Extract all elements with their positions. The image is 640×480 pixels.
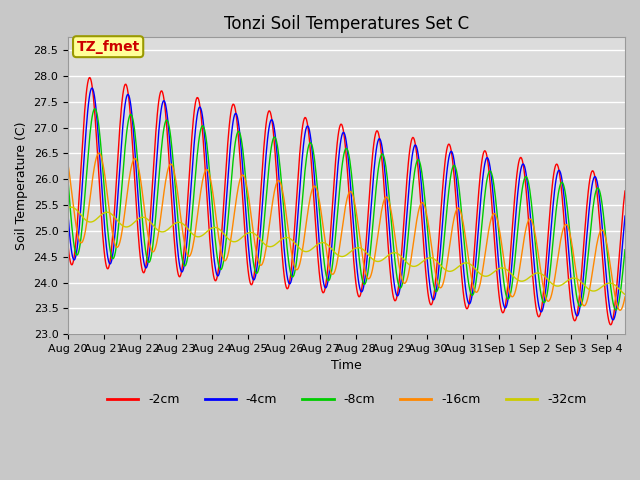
X-axis label: Time: Time <box>332 360 362 372</box>
Text: TZ_fmet: TZ_fmet <box>77 40 140 54</box>
Legend: -2cm, -4cm, -8cm, -16cm, -32cm: -2cm, -4cm, -8cm, -16cm, -32cm <box>102 388 591 411</box>
Y-axis label: Soil Temperature (C): Soil Temperature (C) <box>15 121 28 250</box>
Title: Tonzi Soil Temperatures Set C: Tonzi Soil Temperatures Set C <box>224 15 469 33</box>
